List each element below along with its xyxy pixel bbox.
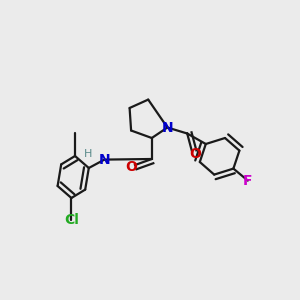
- Text: H: H: [84, 148, 92, 159]
- Text: F: F: [243, 174, 253, 188]
- Text: O: O: [125, 160, 137, 174]
- Text: N: N: [99, 153, 110, 166]
- Text: N: N: [162, 121, 173, 134]
- Text: O: O: [190, 147, 202, 160]
- Text: Cl: Cl: [64, 213, 79, 226]
